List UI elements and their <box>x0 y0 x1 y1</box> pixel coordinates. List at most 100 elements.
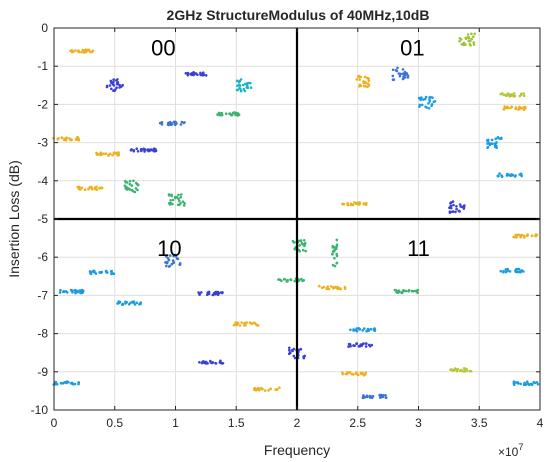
data-point <box>253 388 256 391</box>
data-point <box>238 79 242 83</box>
data-point <box>78 289 81 292</box>
data-point <box>379 393 383 397</box>
data-point <box>452 203 455 207</box>
y-tick-label: 0 <box>41 21 48 35</box>
data-point <box>327 287 331 291</box>
data-point <box>507 93 510 97</box>
data-point <box>504 106 507 110</box>
data-point <box>365 329 369 333</box>
y-tick-label: -5 <box>37 212 48 226</box>
data-point <box>248 321 252 324</box>
data-point <box>104 270 108 273</box>
data-point <box>68 137 71 140</box>
data-point <box>532 380 536 384</box>
data-point <box>406 74 410 77</box>
data-point <box>243 89 247 93</box>
data-point <box>237 113 241 116</box>
data-point <box>293 356 297 360</box>
data-point <box>403 70 407 74</box>
data-point <box>179 195 182 199</box>
data-point <box>136 182 139 186</box>
data-cluster <box>232 321 260 327</box>
data-point <box>391 74 395 78</box>
data-point <box>100 270 104 274</box>
data-point <box>514 233 518 237</box>
data-point <box>455 207 458 211</box>
data-point <box>288 346 291 350</box>
data-point <box>519 234 522 237</box>
data-point <box>398 74 402 78</box>
data-point <box>522 94 526 98</box>
data-point <box>238 84 242 87</box>
data-point <box>201 72 205 75</box>
data-point <box>213 293 217 296</box>
data-point <box>70 49 74 52</box>
data-point <box>464 36 468 40</box>
data-point <box>170 262 174 266</box>
x-tick-label: 2 <box>294 416 301 430</box>
data-point <box>176 257 180 261</box>
data-point <box>362 202 366 206</box>
data-point <box>152 147 156 150</box>
data-point <box>467 39 471 43</box>
data-point <box>239 89 243 93</box>
y-tick-label: -1 <box>37 59 48 73</box>
data-point <box>322 285 326 289</box>
data-point <box>455 370 459 373</box>
x-tick-label: 3.5 <box>471 416 488 430</box>
data-point <box>365 394 369 398</box>
data-point <box>142 148 145 151</box>
data-point <box>299 239 303 242</box>
data-point <box>498 172 501 175</box>
data-point <box>472 41 476 44</box>
data-point <box>182 121 185 125</box>
data-point <box>95 188 99 191</box>
data-point <box>367 84 371 87</box>
y-tick-label: -9 <box>37 365 48 379</box>
data-point <box>303 239 306 242</box>
data-point <box>363 396 367 399</box>
data-point <box>84 48 88 51</box>
data-cluster <box>512 233 539 239</box>
data-point <box>112 80 115 84</box>
data-point <box>519 270 522 274</box>
data-point <box>78 185 81 189</box>
data-point <box>402 76 406 80</box>
data-point <box>500 92 504 96</box>
data-point <box>370 396 374 400</box>
data-point <box>420 103 424 107</box>
data-point <box>425 106 429 109</box>
data-point <box>160 121 164 124</box>
data-point <box>404 289 408 293</box>
data-point <box>121 303 125 306</box>
data-point <box>402 289 405 292</box>
quadrant-labels: 00 01 10 11 <box>151 35 430 261</box>
data-point <box>355 78 359 81</box>
data-point <box>449 204 453 208</box>
data-point <box>176 203 180 207</box>
data-point <box>353 201 356 204</box>
data-point <box>77 50 81 54</box>
data-cluster <box>58 288 85 295</box>
data-point <box>523 381 526 385</box>
data-point <box>405 72 409 75</box>
data-cluster <box>318 284 347 291</box>
data-point <box>121 83 124 87</box>
y-tick-label: -8 <box>37 327 48 341</box>
data-point <box>381 395 385 399</box>
data-point <box>335 262 339 265</box>
data-point <box>379 396 382 400</box>
data-point <box>67 380 70 384</box>
data-point <box>490 142 494 145</box>
data-point <box>75 138 78 141</box>
data-point <box>417 96 421 100</box>
data-point <box>517 270 520 274</box>
data-cluster <box>52 380 81 386</box>
data-point <box>116 302 119 305</box>
data-point <box>486 142 489 145</box>
data-point <box>79 188 82 191</box>
data-point <box>230 113 234 117</box>
data-point <box>221 291 224 294</box>
data-point <box>147 149 150 153</box>
chart-title: 2GHz StructureModulus of 40MHz,10dB <box>167 7 430 23</box>
